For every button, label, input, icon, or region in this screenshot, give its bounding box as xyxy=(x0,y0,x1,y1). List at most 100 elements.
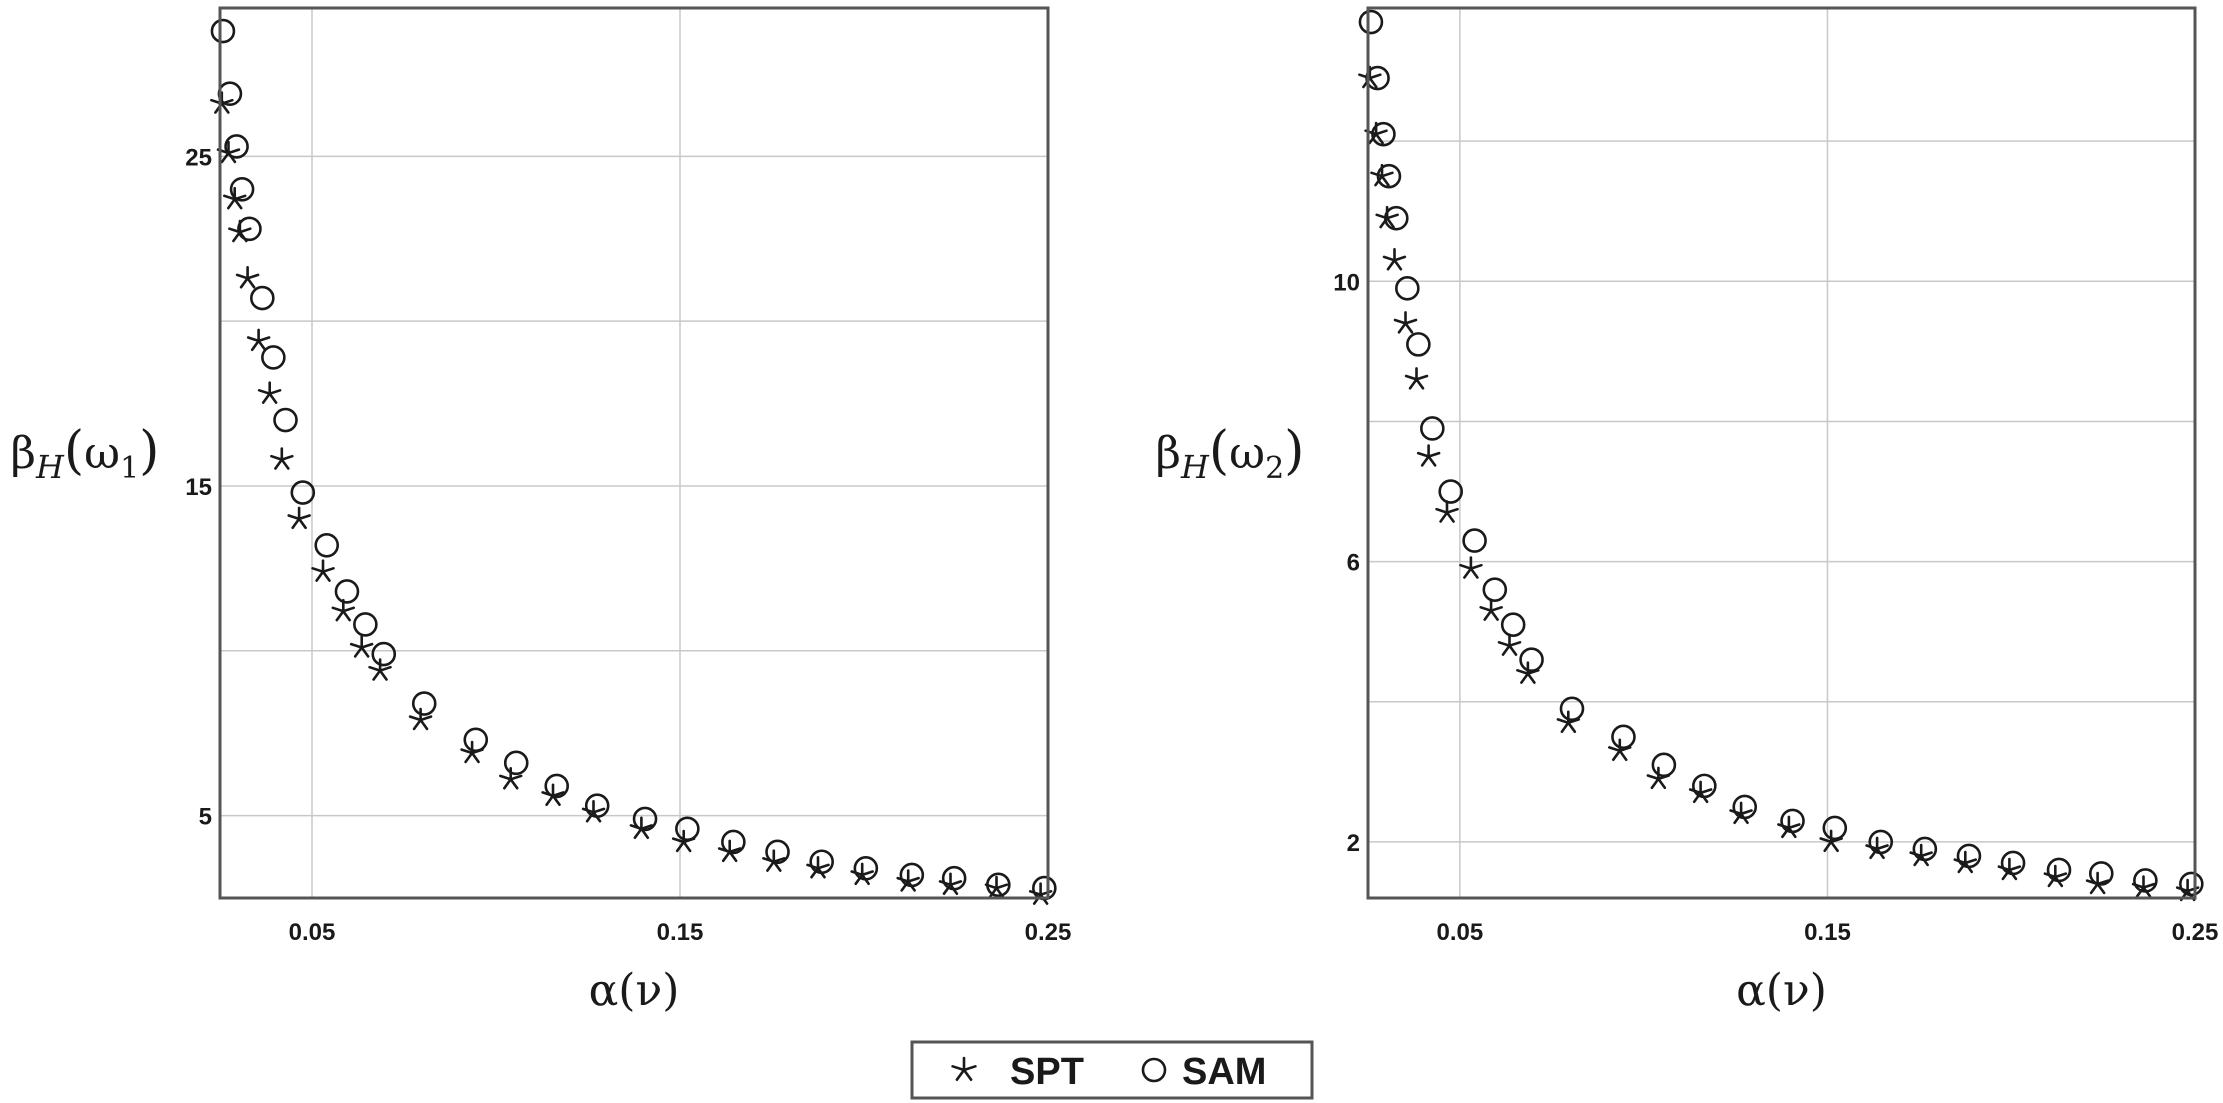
sam-point xyxy=(1868,829,1894,855)
sam-point xyxy=(721,829,746,855)
spt-point xyxy=(629,816,654,839)
sam-point xyxy=(314,532,340,558)
sam-point xyxy=(1692,773,1717,799)
sam-point xyxy=(1032,875,1057,901)
sam-point xyxy=(675,816,700,842)
sam-point xyxy=(463,727,489,753)
spt-point xyxy=(1556,710,1581,733)
sam-point xyxy=(544,773,570,799)
sam-point xyxy=(941,865,967,891)
tick-labels-left: 0.05 0.15 0.25 5 15 25 xyxy=(185,144,1071,946)
x-tick-label: 0.15 xyxy=(657,919,704,946)
x-tick-label: 0.25 xyxy=(2172,919,2219,946)
x-tick-label: 0.25 xyxy=(1025,919,1072,946)
legend-label-sam: SAM xyxy=(1182,1051,1266,1093)
y-tick-label: 6 xyxy=(1347,550,1360,577)
y-tick-label: 15 xyxy=(185,474,212,501)
sam-point xyxy=(1519,647,1544,673)
sam-point xyxy=(290,480,316,505)
sam-point xyxy=(1611,724,1636,750)
spt-point xyxy=(210,91,234,114)
spt-point xyxy=(1479,598,1503,621)
legend-sam-circle-icon xyxy=(1141,1057,1167,1083)
x-tick-label: 0.05 xyxy=(1437,919,1484,946)
tick-labels-right: 0.05 0.15 0.25 2 6 10 xyxy=(1333,269,2218,946)
sam-point xyxy=(1420,416,1445,441)
sam-point xyxy=(765,839,790,865)
sam-point xyxy=(2000,850,2026,876)
chart-panel-right: 0.05 0.15 0.25 2 6 10 α(ν) βH(ω2) xyxy=(1156,6,2218,1016)
sam-point xyxy=(2133,868,2158,893)
spt-point xyxy=(1608,738,1632,761)
sam-point xyxy=(1482,577,1508,602)
sam-point xyxy=(1780,808,1805,834)
sam-point xyxy=(2179,871,2204,897)
plot-frame-left xyxy=(218,6,1050,900)
spt-point xyxy=(762,849,786,872)
legend-label-spt: SPT xyxy=(1010,1051,1084,1093)
chart-panel-left: 0.05 0.15 0.25 5 15 25 α(ν) βH(ω1) xyxy=(11,6,1071,1016)
sam-point xyxy=(1371,121,1396,147)
spt-point xyxy=(408,707,433,731)
spt-point xyxy=(235,266,260,289)
grid-left xyxy=(220,8,1049,898)
spt-point xyxy=(1416,444,1441,467)
sam-point xyxy=(237,216,262,242)
grid-right xyxy=(1368,8,2196,898)
spt-point xyxy=(1459,556,1483,579)
sam-point xyxy=(411,691,437,716)
y-tick-label: 25 xyxy=(185,144,212,171)
sam-point xyxy=(2088,861,2114,886)
sam-point xyxy=(224,134,249,159)
sam-point xyxy=(899,862,925,888)
spt-point xyxy=(1370,163,1394,187)
spt-point xyxy=(1382,248,1407,271)
markers-right xyxy=(1358,9,2204,902)
sam-point xyxy=(1358,9,1384,35)
spt-point xyxy=(2085,871,2110,895)
sam-point xyxy=(1912,836,1938,862)
sam-point xyxy=(261,345,286,370)
y-tick-label: 2 xyxy=(1347,830,1360,857)
sam-point xyxy=(1559,696,1585,722)
sam-point xyxy=(334,579,360,604)
spt-point xyxy=(368,658,392,681)
spt-point xyxy=(1497,633,1522,656)
spt-point xyxy=(349,635,374,658)
sam-point xyxy=(371,641,397,667)
spt-point xyxy=(1393,311,1418,334)
markers-left xyxy=(210,18,1057,905)
spt-point xyxy=(717,839,742,863)
sam-point xyxy=(1956,843,1982,869)
sam-point xyxy=(1822,815,1848,841)
spt-point xyxy=(1435,500,1459,523)
legend: SPT SAM xyxy=(910,1040,1314,1100)
sam-point xyxy=(1395,276,1420,301)
sam-point xyxy=(1732,794,1758,820)
spt-point xyxy=(1364,121,1388,145)
sam-point xyxy=(1651,752,1677,778)
x-axis-label-left: α(ν) xyxy=(589,965,680,1016)
y-tick-label: 10 xyxy=(1333,269,1360,296)
sam-point xyxy=(1376,163,1402,189)
sam-point xyxy=(353,612,378,637)
spt-point xyxy=(1819,829,1843,853)
sam-point xyxy=(584,793,610,819)
sam-point xyxy=(809,849,834,875)
sam-point xyxy=(229,176,255,202)
y-axis-label-left: βH(ω1) xyxy=(11,421,160,486)
spt-point xyxy=(287,506,311,530)
sam-point xyxy=(2046,857,2072,883)
y-tick-label: 5 xyxy=(199,804,212,831)
spt-point xyxy=(541,783,565,806)
spt-point xyxy=(984,875,1009,899)
x-tick-label: 0.05 xyxy=(289,919,336,946)
spt-point xyxy=(1404,367,1429,390)
sam-point xyxy=(1384,205,1409,231)
sam-point xyxy=(503,750,529,776)
spt-point xyxy=(1516,661,1540,684)
sam-point xyxy=(632,806,658,832)
spt-point xyxy=(1358,65,1382,89)
spt-point xyxy=(246,328,271,352)
